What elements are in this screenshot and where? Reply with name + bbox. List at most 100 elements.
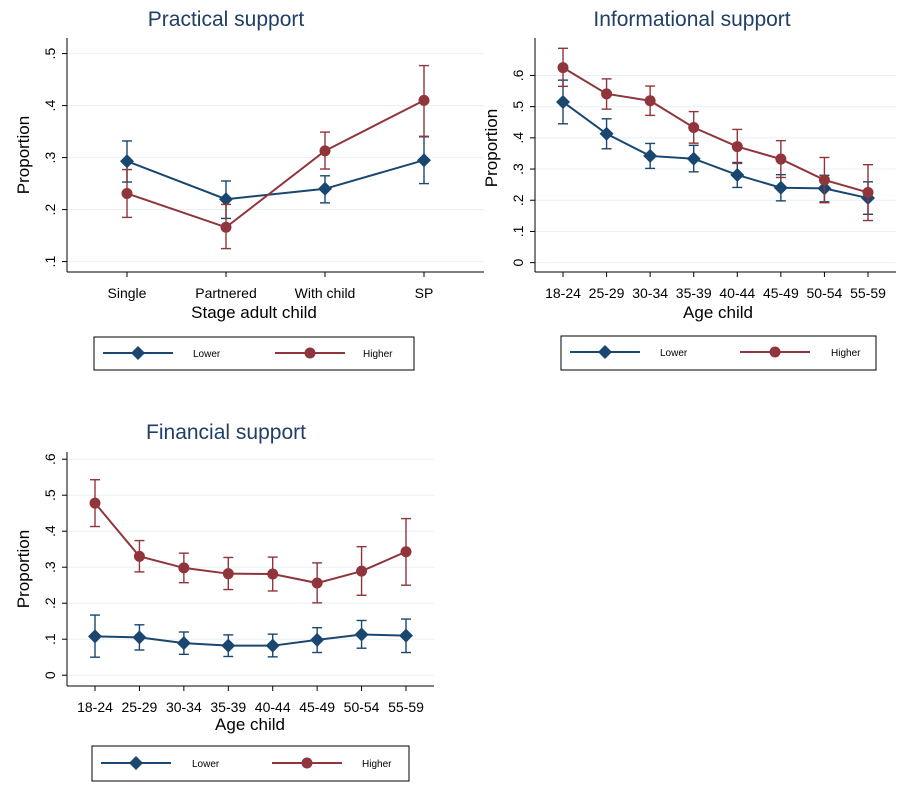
data-point [89, 497, 101, 509]
x-tick-label: 40-44 [719, 285, 755, 301]
x-tick-label: 45-49 [763, 285, 799, 301]
legend-label-lower: Lower [193, 349, 221, 360]
data-point [120, 154, 134, 169]
y-tick-label: .2 [42, 597, 58, 609]
x-ticks: Single Partnered With child SP [108, 272, 434, 301]
axes [534, 38, 896, 273]
x-ticks: 18-24 25-29 30-34 35-39 40-44 45-49 50-54 55-59 [77, 686, 424, 715]
legend-label-higher: Higher [363, 349, 393, 360]
series-line [126, 99, 425, 229]
grid-lines [67, 458, 434, 676]
legend-label-higher: Higher [362, 759, 392, 770]
y-axis-label: Proportion [482, 109, 501, 187]
legend-marker-higher [301, 757, 313, 769]
data-point [354, 627, 369, 642]
x-tick-label: 55-59 [850, 285, 886, 301]
data-point [731, 141, 743, 153]
series-line [94, 502, 407, 585]
series-group [120, 64, 431, 250]
data-point [686, 151, 701, 166]
legend-marker-lower [131, 346, 145, 360]
x-tick-label: 50-54 [807, 285, 843, 301]
data-point [318, 181, 332, 196]
series-line [562, 101, 869, 200]
series-higher [89, 479, 412, 604]
y-tick-label: .4 [42, 525, 58, 537]
data-point [688, 122, 700, 134]
x-tick-label: 30-34 [166, 699, 202, 715]
data-point [356, 565, 368, 577]
y-tick-label: .5 [42, 489, 58, 501]
series-line [126, 159, 425, 201]
x-tick-label: 45-49 [299, 699, 335, 715]
y-axis-label: Proportion [14, 116, 33, 194]
data-point [557, 62, 569, 74]
panel-title: Informational support [593, 8, 790, 31]
data-point [121, 187, 133, 199]
legend-marker-lower [598, 345, 612, 359]
legend: Lower Higher [560, 335, 877, 371]
x-tick-label: 35-39 [676, 285, 712, 301]
panel-informational-support: Informational support Proportion Age chi… [482, 8, 896, 371]
y-tick-label: .3 [42, 561, 58, 573]
x-ticks: 18-24 25-29 30-34 35-39 40-44 45-49 50-54 55-59 [545, 272, 886, 301]
data-point [176, 636, 191, 651]
data-point [399, 628, 413, 643]
x-tick-label: 55-59 [388, 699, 424, 715]
data-point [222, 568, 234, 580]
x-tick-label: 18-24 [77, 699, 113, 715]
data-point [178, 562, 190, 574]
y-tick-label: .2 [510, 194, 526, 206]
series-line [562, 66, 869, 194]
series-lower [556, 79, 875, 215]
data-point [319, 145, 331, 157]
panel-title: Financial support [146, 421, 306, 444]
y-tick-label: .5 [42, 48, 58, 60]
series-group [556, 47, 875, 222]
x-tick-label: 50-54 [344, 699, 380, 715]
panel-practical-support: Practical support Proportion Stage adult… [14, 8, 484, 371]
legend-marker-higher [769, 346, 781, 358]
data-point [267, 568, 279, 580]
y-tick-label: .1 [42, 256, 58, 268]
x-tick-label: Partnered [195, 285, 256, 301]
x-tick-label: SP [415, 285, 434, 301]
axes [66, 38, 484, 273]
data-point [417, 153, 431, 168]
data-point [311, 577, 323, 589]
data-point [775, 153, 787, 165]
data-point [599, 126, 614, 141]
data-point [132, 630, 147, 645]
x-axis-label: Age child [215, 715, 285, 734]
legend: Lower Higher [93, 336, 415, 371]
y-tick-label: .3 [42, 152, 58, 164]
data-point [862, 186, 874, 198]
y-tick-label: .1 [42, 633, 58, 645]
y-tick-label: 0 [510, 259, 526, 267]
x-tick-label: With child [295, 285, 356, 301]
series-lower [120, 136, 431, 220]
x-tick-label: 30-34 [632, 285, 668, 301]
x-tick-label: 25-29 [122, 699, 158, 715]
data-point [310, 632, 325, 647]
legend-label-lower: Lower [192, 759, 220, 770]
data-point [221, 638, 236, 653]
y-tick-label: .4 [42, 100, 58, 112]
series-group [88, 479, 413, 658]
grid-lines [535, 74, 896, 264]
x-axis-label: Age child [683, 303, 753, 322]
data-point [88, 629, 102, 644]
data-point [644, 95, 656, 107]
data-point [400, 546, 412, 558]
legend-label-higher: Higher [831, 348, 861, 359]
y-axis-label: Proportion [14, 530, 33, 608]
x-axis-label: Stage adult child [191, 303, 317, 322]
data-point [133, 550, 145, 562]
data-point [773, 180, 788, 195]
axes [66, 452, 434, 687]
series-line [94, 633, 407, 647]
y-ticks: 0 .1 .2 .3 .4 .5 .6 [510, 69, 535, 267]
y-tick-label: .6 [42, 453, 58, 465]
y-tick-label: .5 [510, 101, 526, 113]
